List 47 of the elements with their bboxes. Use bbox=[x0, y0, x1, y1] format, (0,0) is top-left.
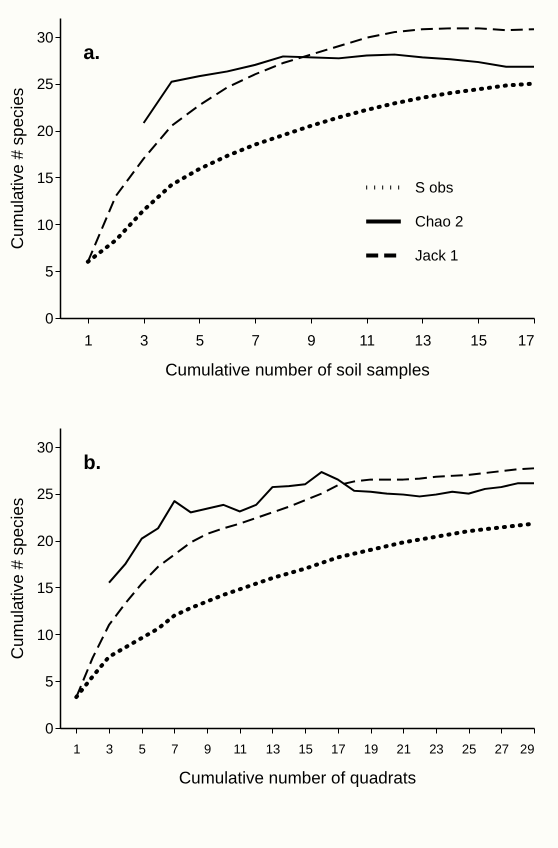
x-tick-label: 25 bbox=[462, 742, 476, 756]
y-tick-label: 30 bbox=[36, 29, 54, 46]
x-tick-label: 3 bbox=[106, 742, 114, 756]
y-tick-label: 30 bbox=[36, 439, 54, 456]
y-tick-label: 25 bbox=[36, 76, 54, 94]
x-tick-label: 29 bbox=[520, 742, 534, 756]
y-tick-label: 20 bbox=[36, 533, 54, 550]
y-tick-label: 15 bbox=[36, 580, 54, 597]
x-tick-label: 17 bbox=[331, 742, 346, 756]
legend-label: Chao 2 bbox=[415, 214, 464, 230]
x-tick-label: 11 bbox=[359, 332, 375, 350]
x-tick-label: 9 bbox=[204, 742, 212, 756]
x-tick-label: 1 bbox=[73, 742, 80, 756]
x-tick-label: 5 bbox=[196, 332, 204, 350]
y-tick-label: 0 bbox=[45, 310, 54, 328]
x-tick-label: 1 bbox=[84, 332, 93, 350]
x-axis-title: Cumulative number of soil samples bbox=[165, 360, 430, 380]
x-tick-label: 5 bbox=[138, 742, 146, 756]
y-tick-label: 5 bbox=[45, 264, 54, 281]
x-tick-label: 23 bbox=[429, 742, 444, 756]
x-tick-label: 13 bbox=[266, 742, 280, 756]
y-axis-title: Cumulative # species bbox=[8, 498, 27, 660]
x-tick-label: 17 bbox=[518, 332, 534, 350]
x-tick-label: 21 bbox=[396, 742, 411, 756]
x-tick-label: 15 bbox=[298, 742, 313, 756]
y-tick-label: 10 bbox=[36, 626, 54, 644]
y-tick-label: 0 bbox=[45, 720, 54, 738]
legend-label: Jack 1 bbox=[415, 248, 458, 264]
legend-label: S obs bbox=[415, 180, 454, 196]
text: a. bbox=[83, 42, 100, 64]
y-tick-label: 5 bbox=[45, 674, 54, 691]
y-tick-label: 10 bbox=[36, 216, 54, 234]
y-tick-label: 15 bbox=[36, 170, 54, 187]
y-tick-label: 25 bbox=[36, 486, 54, 504]
y-tick-label: 20 bbox=[36, 123, 54, 140]
y-axis-title: Cumulative # species bbox=[8, 88, 27, 250]
x-tick-label: 9 bbox=[307, 332, 316, 350]
x-axis-title: Cumulative number of quadrats bbox=[178, 768, 416, 788]
x-tick-label: 15 bbox=[470, 332, 488, 350]
x-tick-label: 27 bbox=[494, 742, 510, 756]
x-tick-label: 7 bbox=[252, 332, 260, 350]
text: b. bbox=[83, 452, 102, 474]
x-tick-label: 7 bbox=[171, 742, 179, 756]
x-tick-label: 19 bbox=[364, 742, 378, 756]
x-tick-label: 13 bbox=[414, 332, 432, 350]
x-tick-label: 3 bbox=[140, 332, 148, 350]
x-tick-label: 11 bbox=[234, 742, 248, 756]
